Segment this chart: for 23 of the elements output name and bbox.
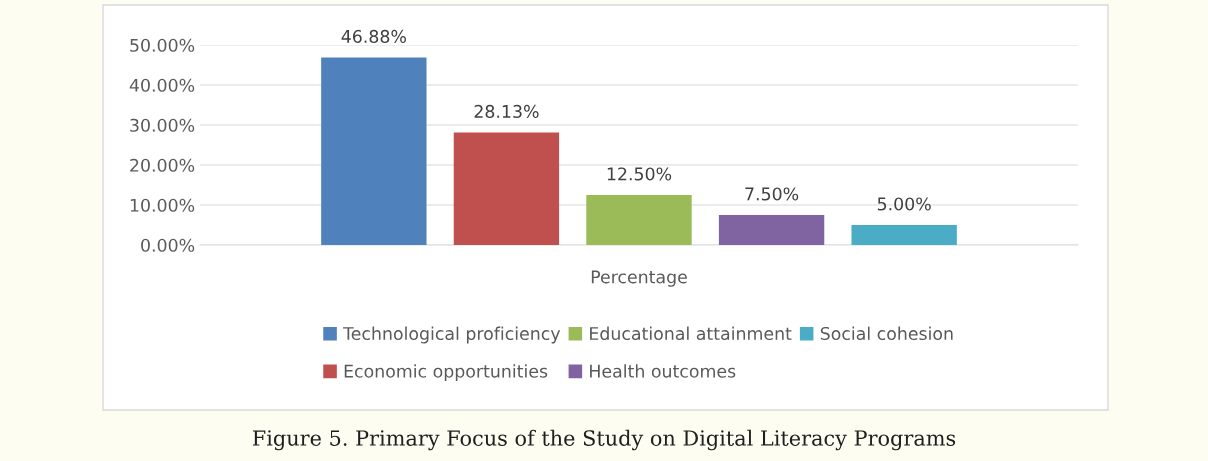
bar xyxy=(718,215,825,245)
data-label: 12.50% xyxy=(607,167,672,181)
data-label: 5.00% xyxy=(877,197,931,211)
y-tick-label: 40.00% xyxy=(129,78,195,92)
legend-label: Technological proficiency xyxy=(343,326,561,344)
bar xyxy=(851,225,957,245)
y-tick-label: 20.00% xyxy=(130,158,195,172)
legend-label: Health outcomes xyxy=(590,364,736,378)
y-tick-label: 50.00% xyxy=(130,38,195,52)
y-tick-label: 30.00% xyxy=(130,118,195,132)
data-label: 28.13% xyxy=(474,104,539,119)
bar xyxy=(453,132,560,245)
legend-label: Educational attainment xyxy=(590,326,792,341)
data-label: 46.88% xyxy=(341,29,406,44)
legend-label: Economic opportunities xyxy=(344,364,548,382)
y-tick-label: 0.00% xyxy=(141,238,195,252)
caption: Figure 5. Primary Focus of the Study on Digital Literacy Programs xyxy=(252,429,956,451)
data-label: 7.50% xyxy=(745,187,799,201)
y-tick-label: 10.00% xyxy=(130,198,195,212)
bar xyxy=(321,57,427,245)
bar xyxy=(586,195,692,245)
legend-label: Social cohesion xyxy=(820,326,953,341)
x-tick-label: Percentage xyxy=(591,270,687,287)
